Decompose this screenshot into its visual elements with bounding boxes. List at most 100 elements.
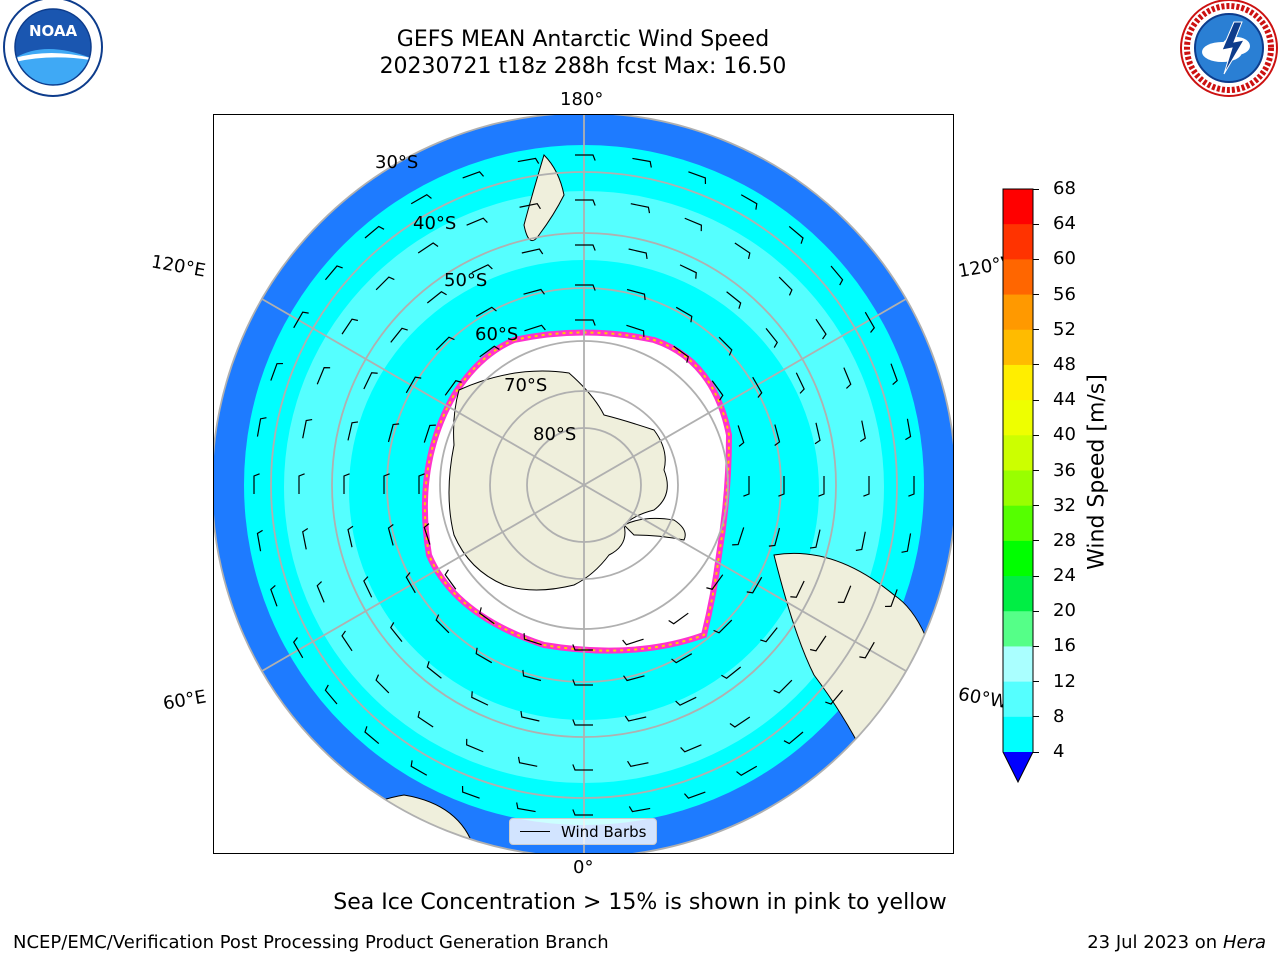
wind-barb bbox=[341, 318, 359, 335]
wind-barb bbox=[466, 738, 484, 753]
wind-barb bbox=[809, 635, 827, 652]
nws-logo bbox=[1178, 0, 1280, 100]
colorbar-tick-mark bbox=[1033, 188, 1039, 190]
legend-line-swatch bbox=[520, 831, 550, 832]
wind-barb bbox=[293, 311, 309, 329]
lat-label-60s: 60°S bbox=[475, 324, 519, 345]
wind-barb bbox=[684, 791, 706, 799]
colorbar-tick-label: 36 bbox=[1053, 459, 1076, 481]
wind-barb bbox=[734, 242, 751, 260]
wind-barb bbox=[706, 574, 724, 590]
wind-barb bbox=[843, 367, 852, 389]
wind-barb bbox=[444, 569, 457, 590]
wind-barb bbox=[908, 476, 915, 497]
wind-barb bbox=[905, 418, 912, 441]
wind-barb bbox=[462, 171, 484, 179]
wind-barb bbox=[624, 715, 647, 722]
colorbar-tick-label: 60 bbox=[1053, 248, 1076, 270]
colorbar bbox=[1002, 188, 1034, 784]
wind-barb bbox=[444, 380, 462, 396]
wind-barb bbox=[524, 324, 546, 332]
wind-barb bbox=[679, 264, 697, 279]
wind-barb bbox=[270, 362, 283, 381]
map-panel bbox=[213, 114, 954, 854]
wind-barb bbox=[435, 336, 455, 351]
wind-barb bbox=[410, 193, 432, 205]
wind-barb bbox=[405, 572, 416, 594]
colorbar-segment bbox=[1003, 611, 1033, 647]
wind-barb bbox=[423, 424, 436, 443]
colorbar-segment bbox=[1003, 576, 1033, 612]
wind-barb bbox=[721, 666, 742, 679]
wind-barb bbox=[680, 744, 702, 753]
wind-barb bbox=[743, 476, 750, 497]
colorbar-segment bbox=[1003, 364, 1033, 401]
wind-barb bbox=[426, 291, 447, 304]
lon-label-0: 0° bbox=[573, 857, 594, 878]
colorbar-segment bbox=[1003, 259, 1033, 296]
wind-barb bbox=[859, 641, 875, 659]
wind-barb bbox=[684, 217, 702, 232]
wind-barb bbox=[461, 786, 480, 799]
wind-barb bbox=[815, 318, 827, 340]
wind-barb bbox=[435, 614, 450, 634]
colorbar-segment bbox=[1003, 716, 1033, 753]
wind-barb bbox=[375, 674, 390, 694]
wind-barb bbox=[324, 684, 338, 705]
wind-barb bbox=[363, 372, 378, 390]
new-zealand-land bbox=[523, 154, 565, 242]
colorbar-segment bbox=[1003, 470, 1033, 507]
wind-barb bbox=[809, 529, 821, 549]
footer-machine: Hera bbox=[1222, 932, 1266, 953]
wind-barb bbox=[837, 585, 852, 603]
wind-barb bbox=[471, 264, 493, 274]
colorbar-tick-label: 12 bbox=[1053, 670, 1076, 692]
colorbar-segment bbox=[1003, 224, 1033, 260]
wind-barb bbox=[736, 765, 758, 777]
wind-barbs bbox=[253, 154, 915, 816]
wind-barb bbox=[256, 529, 263, 552]
wind-barb bbox=[316, 367, 331, 385]
wind-barb bbox=[718, 336, 733, 356]
wind-barb bbox=[752, 376, 763, 398]
wind-barb bbox=[479, 345, 500, 358]
wind-barb bbox=[859, 420, 866, 442]
colorbar-tick-mark bbox=[1033, 329, 1039, 331]
wind-barb bbox=[575, 199, 596, 206]
wind-barb bbox=[623, 675, 645, 682]
wind-barb bbox=[410, 760, 428, 776]
wind-barb bbox=[746, 576, 763, 594]
legend-label: Wind Barbs bbox=[561, 823, 647, 841]
wind-barb bbox=[390, 622, 403, 643]
madagascar-land bbox=[214, 764, 297, 826]
wind-barb bbox=[270, 585, 278, 607]
colorbar-tick-label: 16 bbox=[1053, 635, 1076, 657]
colorbar-tick-label: 24 bbox=[1053, 565, 1076, 587]
wind-barb bbox=[726, 291, 742, 309]
wind-barb bbox=[627, 760, 649, 767]
colorbar-segment bbox=[1003, 435, 1033, 471]
wind-barb bbox=[795, 372, 805, 394]
colorbar-tick-label: 8 bbox=[1053, 705, 1065, 727]
colorbar-tick-label: 44 bbox=[1053, 389, 1076, 411]
wind-barb bbox=[575, 319, 596, 326]
wind-barb bbox=[622, 638, 644, 646]
wind-barb bbox=[760, 627, 778, 643]
wind-barb bbox=[737, 425, 745, 447]
wind-barb bbox=[740, 194, 758, 210]
wind-barb bbox=[516, 802, 536, 813]
wind-barb bbox=[626, 324, 645, 337]
wind-barb bbox=[519, 203, 541, 210]
chart-title-line2: 20230721 t18z 288h fcst Max: 16.50 bbox=[379, 54, 787, 79]
wind-barb bbox=[628, 248, 648, 260]
lon-label-120e: 120°E bbox=[149, 251, 208, 282]
wind-barb bbox=[426, 661, 442, 679]
wind-barb bbox=[466, 217, 488, 226]
wind-barb bbox=[405, 376, 422, 394]
wind-barb bbox=[675, 696, 697, 706]
wind-barb bbox=[572, 644, 593, 651]
wind-barb bbox=[302, 528, 309, 550]
wind-barb bbox=[774, 424, 781, 446]
wind-barb bbox=[818, 476, 825, 497]
colorbar-tick-mark bbox=[1033, 364, 1039, 366]
